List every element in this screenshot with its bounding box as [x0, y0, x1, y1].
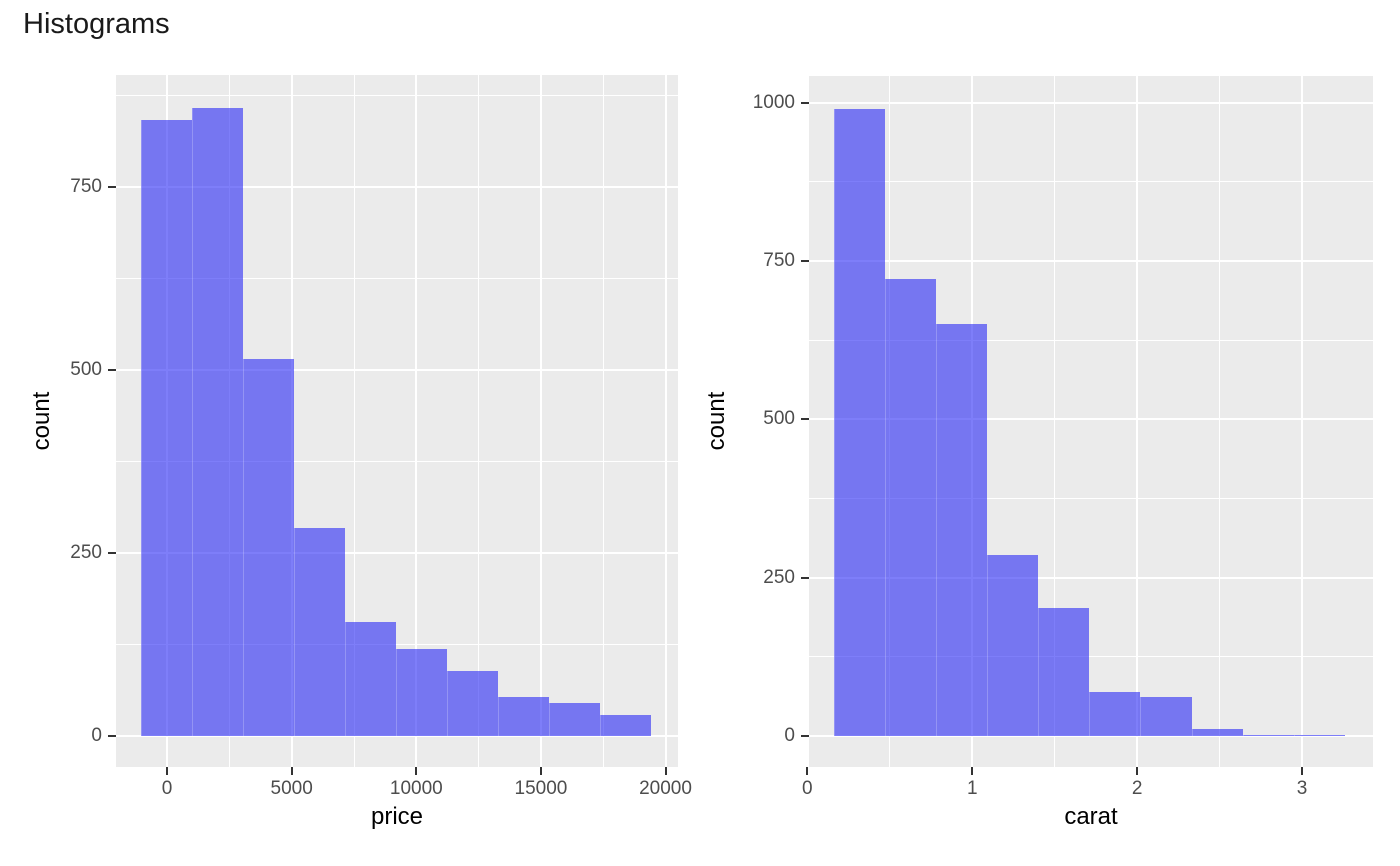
- grid-major-vertical: [1301, 76, 1304, 767]
- y-tick-label: 0: [91, 725, 102, 747]
- y-axis-tick: [108, 552, 116, 555]
- grid-minor-horizontal: [809, 656, 1373, 658]
- histogram-bar: [1242, 734, 1294, 736]
- histogram-bar: [935, 323, 988, 736]
- y-axis-tick: [801, 734, 809, 737]
- histogram-bar: [1293, 734, 1345, 736]
- y-axis-tick: [108, 735, 116, 738]
- price-y-axis-title: count: [28, 391, 55, 451]
- grid-major-horizontal: [809, 259, 1373, 262]
- carat-plot-panel: [806, 76, 1373, 767]
- grid-major-vertical: [415, 75, 418, 767]
- grid-minor-horizontal: [809, 339, 1373, 341]
- grid-minor-vertical: [478, 75, 480, 767]
- histogram-bar: [497, 697, 549, 737]
- grid-minor-horizontal: [116, 278, 678, 280]
- y-tick-label: 250: [763, 566, 795, 588]
- x-tick-label: 20000: [639, 778, 692, 799]
- x-tick-label: 0: [161, 778, 173, 799]
- grid-major-horizontal: [809, 418, 1373, 421]
- y-tick-label: 0: [784, 724, 795, 746]
- histogram-bar: [1191, 728, 1243, 736]
- histogram-bar: [446, 671, 498, 737]
- grid-major-vertical: [539, 75, 542, 767]
- histogram-bar: [833, 108, 885, 736]
- x-axis-tick: [971, 767, 974, 775]
- y-tick-label: 750: [763, 249, 795, 271]
- histogram-bar: [1089, 692, 1141, 736]
- histogram-bar: [141, 119, 192, 737]
- grid-major-horizontal: [809, 101, 1373, 104]
- grid-major-vertical: [1136, 76, 1139, 767]
- histogram-bar: [599, 715, 651, 737]
- y-tick-label: 500: [70, 359, 102, 381]
- grid-major-horizontal: [809, 734, 1373, 737]
- histogram-bar: [395, 649, 447, 737]
- price-plot-panel: [116, 75, 678, 767]
- y-tick-label: 750: [70, 176, 102, 198]
- histogram-bar: [345, 622, 396, 737]
- x-tick-label: 1: [966, 778, 978, 799]
- y-axis-tick: [108, 186, 116, 189]
- carat-x-axis-title: carat: [1064, 803, 1118, 830]
- x-axis-tick: [290, 767, 293, 775]
- x-tick-label: 2: [1131, 778, 1143, 799]
- histogram-bar: [1038, 608, 1090, 736]
- grid-minor-horizontal: [809, 497, 1373, 499]
- y-tick-label: 500: [763, 408, 795, 430]
- histogram-bar: [243, 359, 294, 737]
- y-tick-label: 250: [70, 542, 102, 564]
- x-axis-tick: [664, 767, 667, 775]
- histogram-bar: [293, 528, 346, 737]
- grid-major-vertical: [664, 75, 667, 767]
- histogram-bar: [987, 555, 1039, 736]
- grid-major-horizontal: [809, 576, 1373, 579]
- x-axis-tick: [1301, 767, 1304, 775]
- y-axis-tick: [801, 101, 809, 104]
- histogram-bar: [548, 703, 600, 737]
- histogram-bar: [192, 107, 244, 737]
- grid-major-horizontal: [116, 552, 678, 555]
- histogram-bar: [884, 278, 936, 736]
- grid-minor-vertical: [1219, 76, 1221, 767]
- x-axis-tick: [415, 767, 418, 775]
- x-axis-tick: [539, 767, 542, 775]
- y-tick-label: 1000: [752, 91, 795, 113]
- grid-minor-horizontal: [116, 95, 678, 96]
- x-tick-label: 10000: [389, 778, 443, 799]
- grid-major-horizontal: [116, 735, 678, 738]
- grid-major-horizontal: [116, 186, 678, 189]
- x-tick-label: 15000: [514, 778, 568, 799]
- x-axis-tick: [1136, 767, 1139, 775]
- grid-minor-horizontal: [116, 461, 678, 463]
- price-x-axis-title: price: [370, 803, 424, 830]
- x-tick-label: 0: [802, 778, 813, 799]
- x-tick-label: 3: [1296, 778, 1308, 799]
- grid-major-horizontal: [116, 369, 678, 372]
- x-tick-label: 5000: [270, 778, 313, 799]
- grid-minor-vertical: [602, 75, 604, 767]
- grid-major-vertical: [806, 76, 809, 767]
- grid-minor-vertical: [1054, 76, 1056, 767]
- y-axis-tick: [801, 418, 809, 421]
- x-axis-tick: [166, 767, 169, 775]
- grid-minor-horizontal: [116, 644, 678, 646]
- x-axis-tick: [806, 767, 809, 775]
- histogram-bar: [1140, 696, 1192, 736]
- y-axis-tick: [108, 369, 116, 372]
- grid-minor-horizontal: [809, 181, 1373, 183]
- grid-minor-vertical: [353, 75, 355, 767]
- plot-title: Histograms: [23, 8, 170, 40]
- y-axis-tick: [801, 259, 809, 262]
- y-axis-tick: [801, 576, 809, 579]
